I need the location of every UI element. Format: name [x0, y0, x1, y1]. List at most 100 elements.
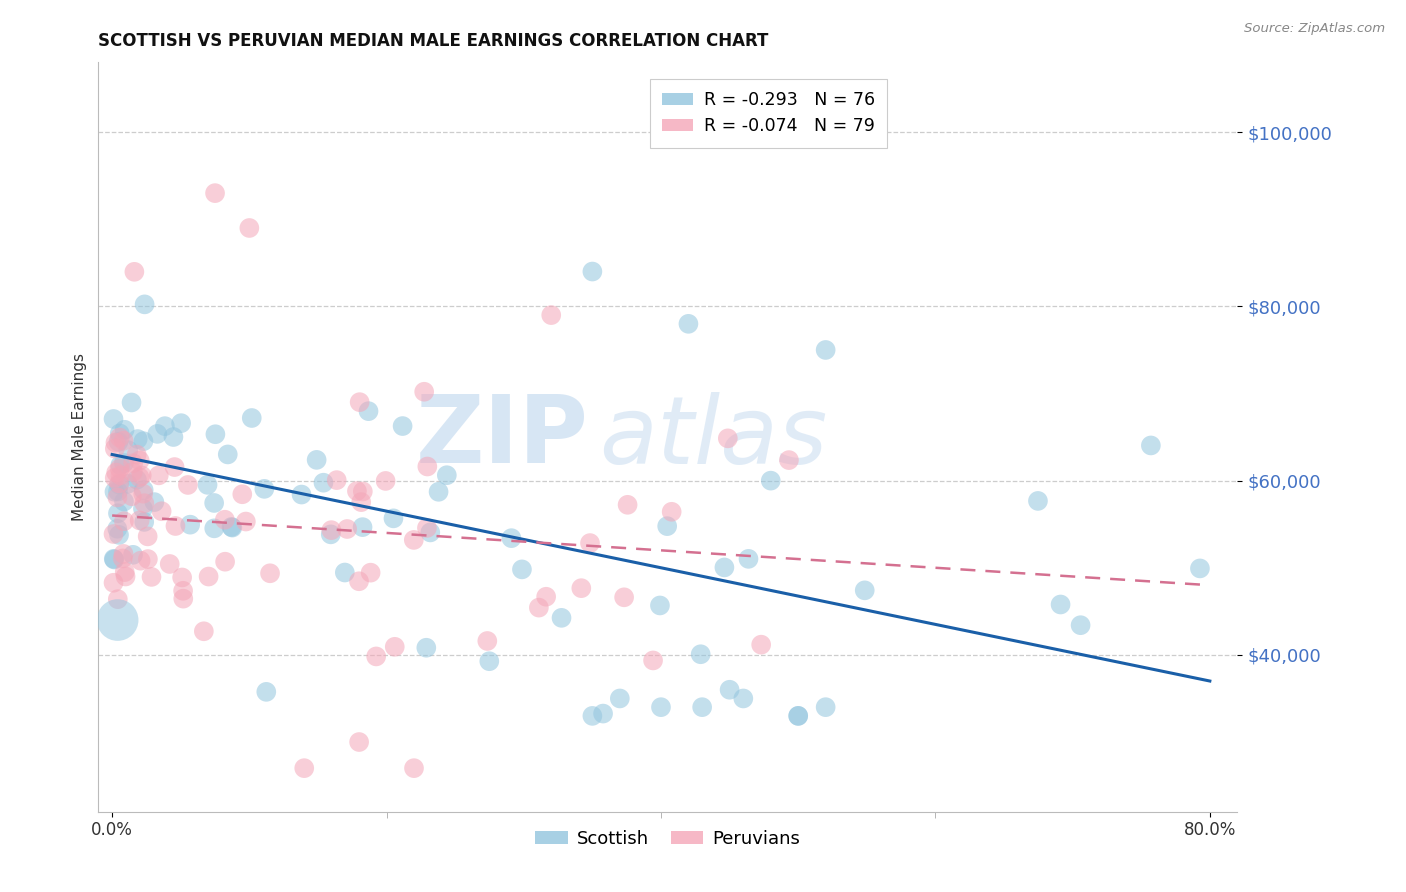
Point — [117, 443, 139, 458]
Point — [197, 569, 219, 583]
Point — [103, 412, 125, 426]
Point — [1026, 494, 1049, 508]
Point — [110, 468, 132, 483]
Point — [165, 519, 187, 533]
Point — [108, 430, 131, 444]
Point — [352, 484, 374, 499]
Point — [105, 466, 128, 480]
Point — [661, 505, 683, 519]
Point — [110, 458, 132, 472]
Point — [141, 570, 163, 584]
Point — [759, 474, 782, 488]
Point — [402, 761, 425, 775]
Point — [336, 522, 359, 536]
Point — [172, 583, 194, 598]
Point — [787, 709, 810, 723]
Point — [814, 343, 837, 357]
Point — [1049, 598, 1071, 612]
Point — [172, 591, 194, 606]
Point — [292, 761, 315, 775]
Point — [650, 700, 672, 714]
Point — [717, 431, 740, 445]
Point — [104, 435, 127, 450]
Point — [853, 583, 876, 598]
Point — [616, 498, 638, 512]
Point — [134, 297, 156, 311]
Point — [382, 511, 405, 525]
Text: SCOTTISH VS PERUVIAN MEDIAN MALE EARNINGS CORRELATION CHART: SCOTTISH VS PERUVIAN MEDIAN MALE EARNING… — [98, 32, 769, 50]
Point — [146, 426, 169, 441]
Point — [132, 501, 155, 516]
Point — [641, 653, 664, 667]
Point — [108, 461, 131, 475]
Point — [108, 476, 131, 491]
Point — [305, 453, 328, 467]
Point — [402, 533, 425, 547]
Point — [107, 613, 129, 627]
Point — [346, 484, 368, 499]
Point — [132, 483, 155, 497]
Point — [112, 494, 135, 508]
Point — [581, 709, 603, 723]
Point — [534, 590, 557, 604]
Point — [105, 491, 128, 505]
Point — [108, 528, 131, 542]
Point — [162, 430, 184, 444]
Point — [718, 682, 741, 697]
Point — [312, 475, 335, 490]
Point — [107, 484, 129, 499]
Point — [657, 519, 679, 533]
Point — [290, 487, 312, 501]
Point — [581, 264, 603, 278]
Legend: Scottish, Peruvians: Scottish, Peruvians — [529, 822, 807, 855]
Point — [478, 654, 501, 668]
Point — [193, 624, 215, 639]
Point — [104, 471, 127, 485]
Point — [609, 691, 631, 706]
Point — [787, 709, 810, 723]
Point — [814, 700, 837, 714]
Point — [132, 434, 155, 449]
Point — [613, 591, 636, 605]
Point — [105, 522, 128, 536]
Point — [143, 495, 166, 509]
Point — [202, 496, 225, 510]
Point — [108, 477, 131, 491]
Point — [231, 487, 253, 501]
Point — [132, 487, 155, 501]
Point — [148, 468, 170, 483]
Text: atlas: atlas — [599, 392, 828, 483]
Point — [114, 565, 136, 579]
Point — [321, 523, 343, 537]
Point — [235, 515, 257, 529]
Point — [416, 521, 439, 535]
Point — [153, 419, 176, 434]
Point — [413, 384, 436, 399]
Point — [112, 456, 135, 470]
Point — [159, 557, 181, 571]
Point — [648, 599, 671, 613]
Point — [107, 506, 129, 520]
Point — [678, 317, 700, 331]
Point — [240, 411, 263, 425]
Point — [204, 427, 226, 442]
Point — [540, 308, 562, 322]
Point — [1070, 618, 1092, 632]
Point — [121, 465, 143, 479]
Point — [349, 395, 371, 409]
Point — [108, 426, 131, 441]
Point — [436, 468, 458, 483]
Point — [749, 638, 772, 652]
Point — [125, 473, 148, 487]
Point — [128, 453, 150, 467]
Point — [202, 521, 225, 535]
Point — [179, 517, 201, 532]
Point — [127, 432, 149, 446]
Point — [112, 547, 135, 561]
Point — [136, 529, 159, 543]
Point — [128, 470, 150, 484]
Point — [527, 600, 550, 615]
Point — [177, 478, 200, 492]
Point — [131, 468, 153, 483]
Point — [419, 525, 441, 540]
